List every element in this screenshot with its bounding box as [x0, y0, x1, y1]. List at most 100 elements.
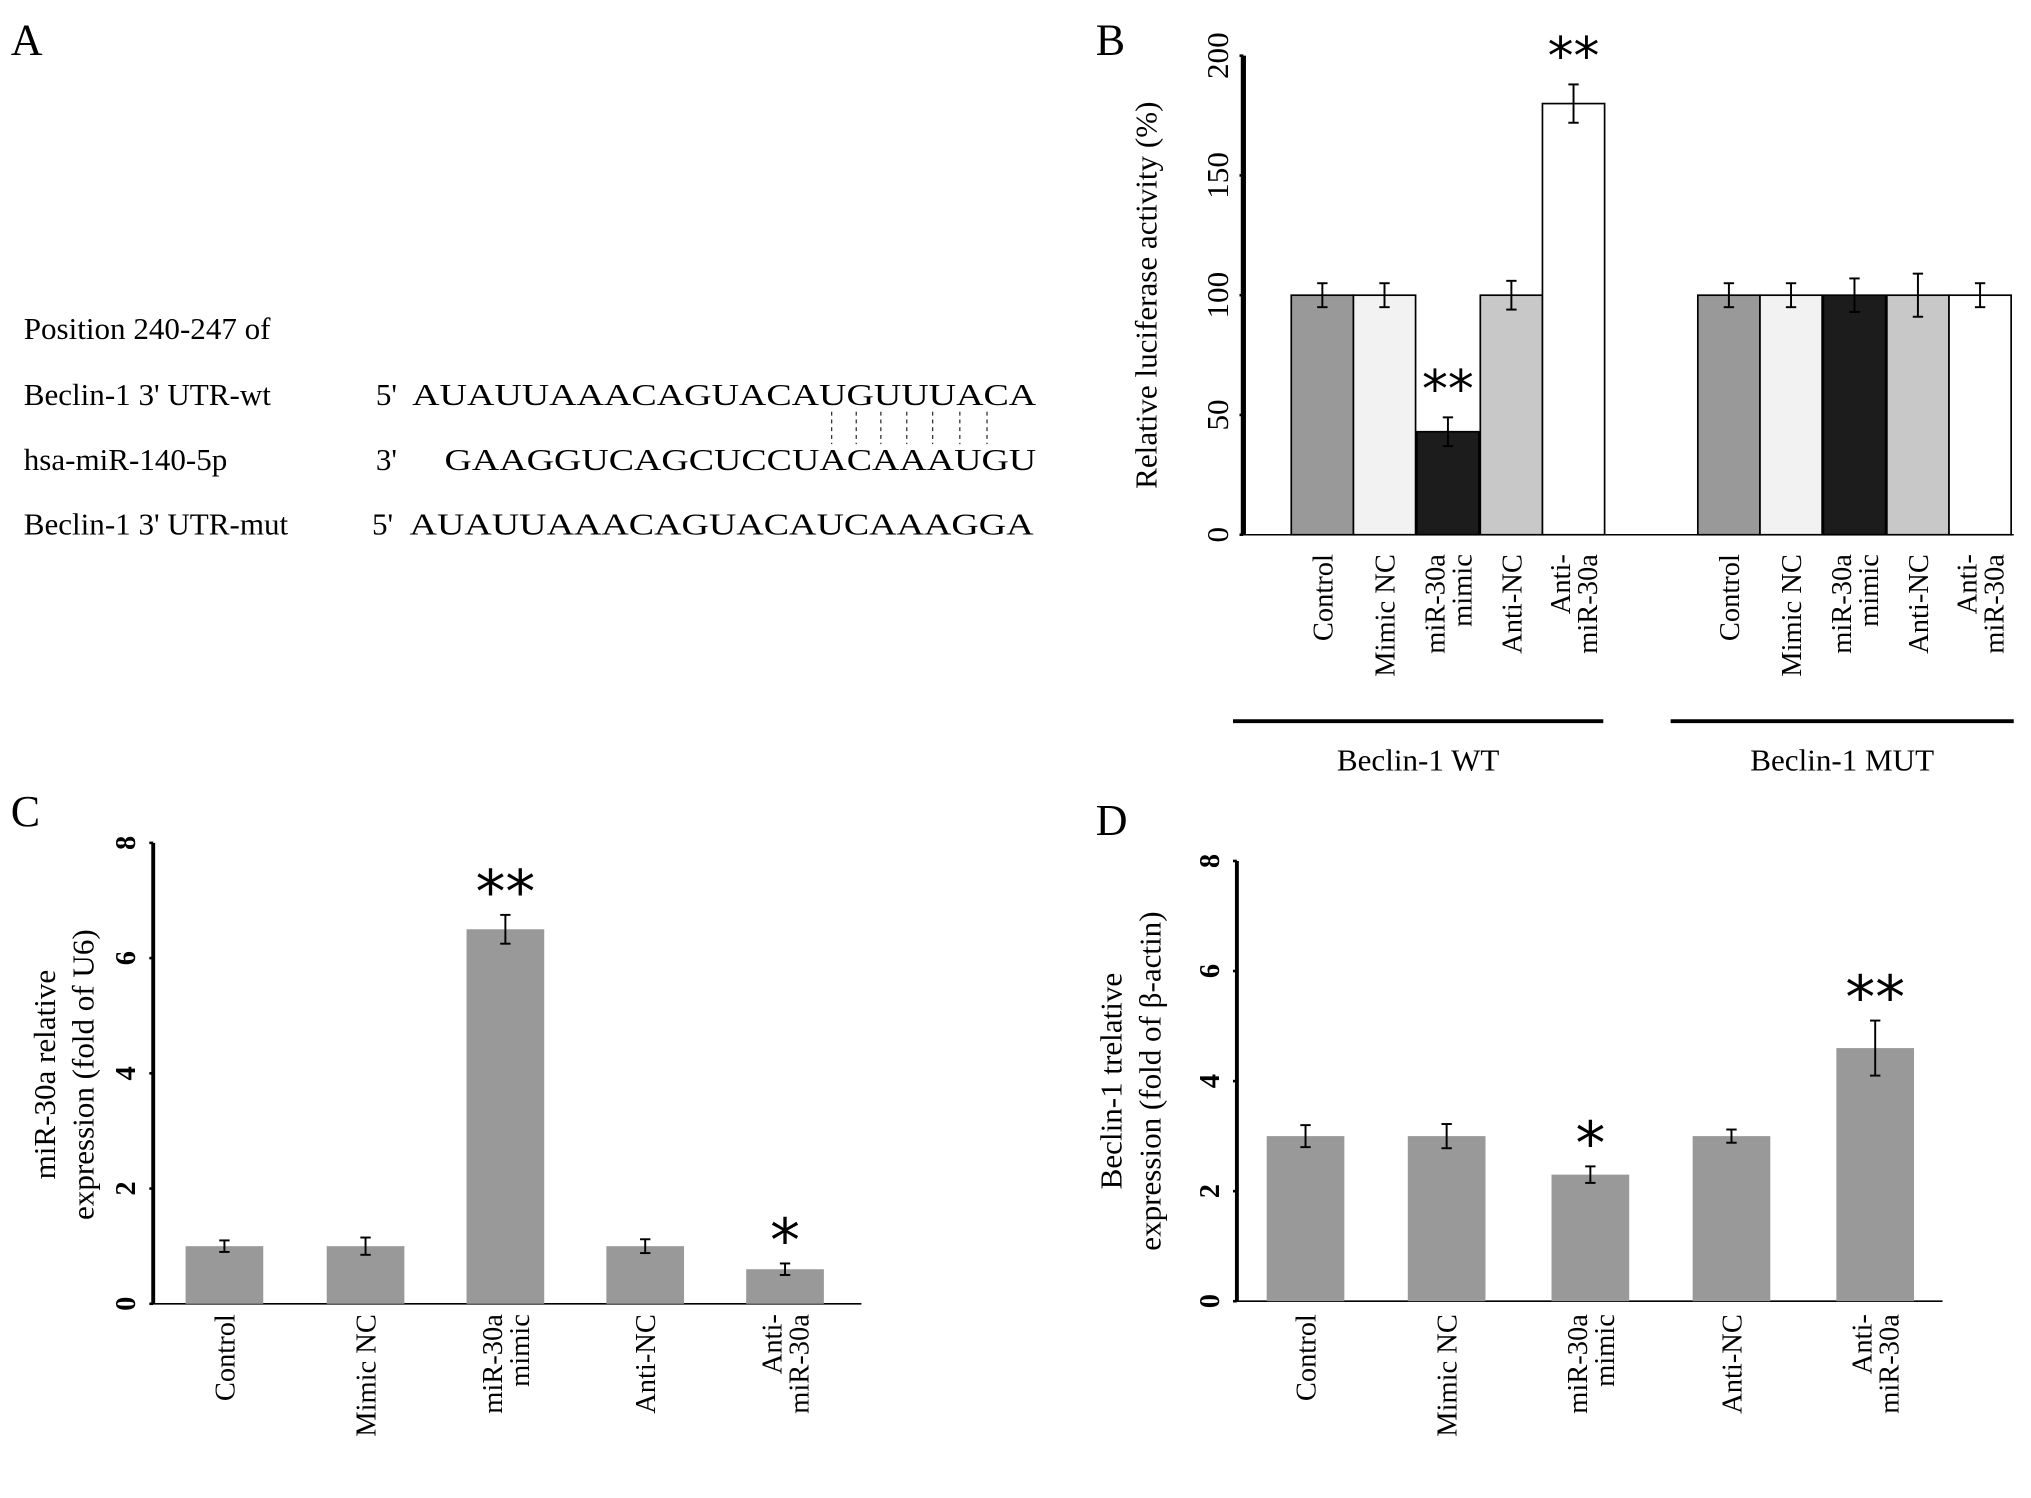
y-tick-label: 4: [1195, 1074, 1226, 1088]
y-tick-label: 0: [1200, 527, 1235, 543]
y-tick-label-group: 2: [1195, 1184, 1226, 1198]
x-tick-label: Mimic NC: [352, 1314, 383, 1437]
chart-b-luciferase: 0 50 100 150 200 Relative luciferase activity…: [1129, 27, 2014, 777]
x-tick: Mimic NC: [352, 1314, 383, 1437]
x-tick: Mimic NC: [1433, 1314, 1464, 1437]
y-axis-title: miR-30a relative: [27, 970, 62, 1180]
y-tick-label: 6: [111, 951, 142, 965]
y-tick-label: 0: [1195, 1294, 1226, 1308]
group-label: Beclin-1 WT: [1337, 742, 1499, 777]
bar: [606, 1246, 685, 1304]
bar: [1416, 430, 1480, 536]
x-tick: Control: [1308, 554, 1339, 641]
x-tick-label: miR-30a: [1875, 1314, 1906, 1414]
x-tick: Anti-miR-30a: [1848, 1314, 1906, 1414]
bar: [466, 929, 545, 1304]
y-tick-label-group: 6: [1195, 964, 1226, 978]
y-tick-label: 2: [111, 1181, 142, 1195]
y-tick-label-group: 0: [111, 1297, 142, 1311]
x-tick: Mimic NC: [1777, 554, 1808, 677]
panel-label-a: A: [11, 15, 43, 64]
significance-marker: **: [1422, 360, 1474, 420]
seq-name-mirna: hsa-miR-140-5p: [24, 442, 228, 477]
x-tick-label: Anti-NC: [1497, 554, 1528, 654]
y-axis-title: Beclin-1 trelative: [1094, 973, 1129, 1189]
x-tick: Anti-miR-30a: [757, 1314, 815, 1414]
y-tick-label: 100: [1200, 272, 1235, 319]
y-tick-label-group: 4: [1195, 1074, 1226, 1088]
x-tick-label: Control: [210, 1314, 241, 1401]
bar: [1479, 294, 1544, 536]
y-tick-label: 150: [1200, 152, 1235, 199]
x-tick: Anti-miR-30a: [1546, 554, 1604, 654]
significance-marker: **: [1548, 27, 1600, 87]
x-tick: Anti-NC: [1717, 1314, 1748, 1414]
y-tick-label-group: 2: [111, 1181, 142, 1195]
significance-marker: **: [476, 858, 536, 927]
y-tick-label-group: 100: [1200, 272, 1235, 319]
x-tick: Anti-miR-30a: [1953, 554, 2011, 654]
panel-label-d: D: [1096, 796, 1128, 845]
y-axis-title-group: Relative luciferase activity (%): [1129, 102, 1164, 489]
y-tick-label-group: 50: [1200, 399, 1235, 430]
y-tick-label: 8: [1195, 854, 1226, 868]
x-tick: Control: [1291, 1314, 1322, 1401]
bar: [1886, 294, 1950, 536]
bar: [1836, 1048, 1915, 1302]
y-tick-label: 8: [111, 836, 142, 850]
group-label: Beclin-1 MUT: [1750, 742, 1934, 777]
panel-label-c: C: [11, 787, 40, 836]
x-tick-label: miR-30a: [1573, 554, 1604, 654]
x-tick-label: miR-30a: [1420, 554, 1451, 654]
x-tick-label: Control: [1291, 1314, 1322, 1401]
y-axis-title-group: Beclin-1 trelative: [1094, 973, 1129, 1189]
seq-name-mut: Beclin-1 3' UTR-mut: [24, 507, 289, 542]
x-tick-label: Mimic NC: [1370, 554, 1401, 677]
x-tick-label: mimic: [1590, 1314, 1621, 1387]
bar: [1759, 294, 1823, 536]
y-tick-label-group: 0: [1195, 1294, 1226, 1308]
x-tick-label: Anti-: [757, 1314, 788, 1374]
chart-d-beclin1-expression: 0 2 4 6 8 Beclin-1 trelative expression (fold …: [1094, 854, 1943, 1437]
base-pairing-lines: [831, 411, 988, 445]
prime-wt: 5': [376, 377, 397, 412]
x-tick-label: Control: [1308, 554, 1339, 641]
x-tick-label: miR-30a: [785, 1314, 816, 1414]
panel-label-b: B: [1096, 15, 1125, 64]
y-tick-label-group: 8: [111, 836, 142, 850]
y-axis-title: expression (fold of U6): [66, 929, 101, 1220]
x-tick: Anti-NC: [1497, 554, 1528, 654]
x-tick-label: miR-30a: [1980, 554, 2011, 654]
bar: [1822, 294, 1887, 536]
x-tick-label: Anti-NC: [631, 1314, 662, 1414]
y-axis-title-group: miR-30a relative: [27, 970, 62, 1180]
position-header: Position 240-247 of: [24, 311, 271, 346]
x-tick: Control: [210, 1314, 241, 1401]
prime-mirna: 3': [376, 442, 397, 477]
y-tick-label: 50: [1200, 399, 1235, 430]
sequence-mirna: GAAGGUCAGCUCCUACAAAUGU: [445, 442, 1037, 477]
bar: [1266, 1136, 1345, 1302]
y-tick-label-group: 150: [1200, 152, 1235, 199]
x-tick: Anti-NC: [631, 1314, 662, 1414]
bar: [1551, 1174, 1630, 1302]
y-tick-label-group: 4: [111, 1066, 142, 1080]
bar: [1696, 294, 1761, 536]
y-axis-title-group: expression (fold of β-actin): [1133, 911, 1168, 1250]
x-tick-label: Control: [1715, 554, 1746, 641]
x-tick-label: Anti-NC: [1717, 1314, 1748, 1414]
x-tick-label: Anti-: [1953, 554, 1984, 614]
x-tick-label: Mimic NC: [1433, 1314, 1464, 1437]
significance-marker: **: [1845, 964, 1905, 1033]
bar: [1352, 294, 1417, 536]
sequence-wt: AUAUUAAACAGUACAUGUUUACA: [412, 377, 1037, 412]
seq-name-wt: Beclin-1 3' UTR-wt: [24, 377, 272, 412]
x-tick-label: mimic: [1447, 554, 1478, 627]
x-tick-label: Anti-: [1848, 1314, 1879, 1374]
y-tick-label-group: 200: [1200, 32, 1235, 79]
panel-a-sequences: Position 240-247 of Beclin-1 3' UTR-wt 5…: [24, 311, 1037, 542]
